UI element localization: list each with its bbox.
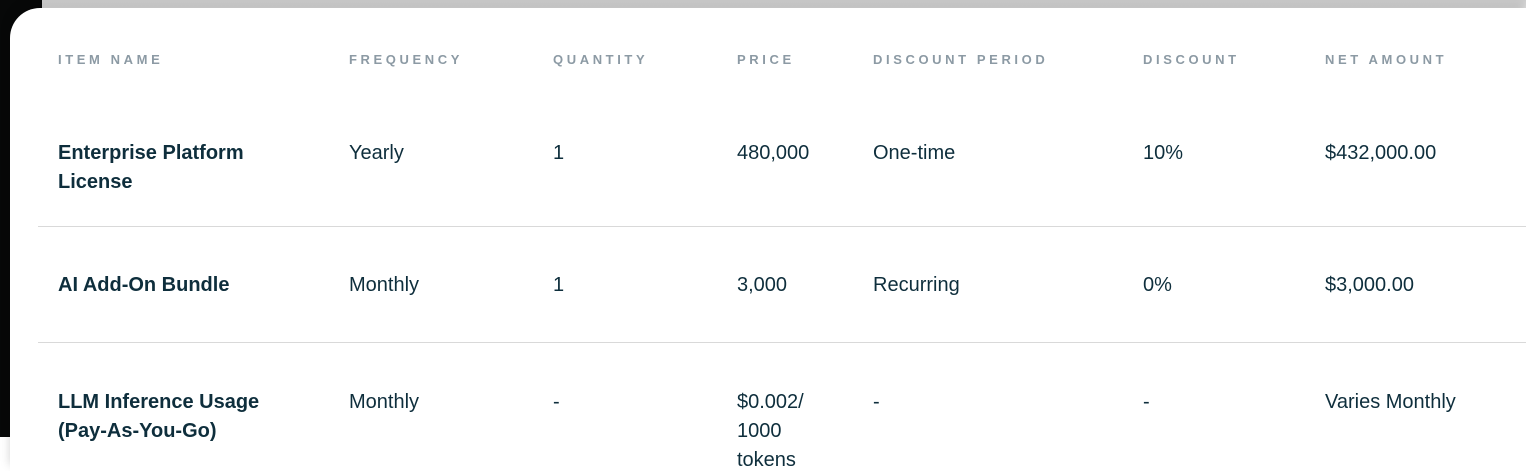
cell-item-name: LLM Inference Usage (Pay-As-You-Go) xyxy=(58,391,260,442)
cell-item-name: AI Add-On Bundle xyxy=(58,274,230,296)
cell-frequency: Monthly xyxy=(349,274,420,296)
table-row-enterprise-platform-license: Enterprise Platform License Yearly 1 480… xyxy=(10,67,1526,226)
table-header-row: ITEM NAME FREQUENCY QUANTITY PRICE DISCO… xyxy=(10,8,1526,67)
cell-quantity: 1 xyxy=(553,142,565,164)
cell-discount-period: One-time xyxy=(873,142,956,164)
cell-frequency: Monthly xyxy=(349,391,420,413)
cell-discount: - xyxy=(1143,391,1150,413)
cell-net-amount: $432,000.00 xyxy=(1325,142,1437,164)
cell-item-name: Enterprise Platform License xyxy=(58,142,244,193)
row-divider xyxy=(38,342,1526,343)
cell-discount: 0% xyxy=(1143,274,1172,296)
header-cell-discount-period: DISCOUNT PERIOD xyxy=(873,52,1049,67)
table-row-ai-add-on-bundle: AI Add-On Bundle Monthly 1 3,000 Recurri… xyxy=(10,227,1526,342)
cell-quantity: - xyxy=(553,391,560,413)
cell-price: 480,000 xyxy=(737,142,810,164)
cell-quantity: 1 xyxy=(553,274,565,296)
table-row-llm-inference-usage: LLM Inference Usage (Pay-As-You-Go) Mont… xyxy=(10,343,1526,471)
header-cell-quantity: QUANTITY xyxy=(553,52,649,67)
cell-price: 3,000 xyxy=(737,274,788,296)
cell-discount-period: Recurring xyxy=(873,274,960,296)
cell-frequency: Yearly xyxy=(349,142,404,164)
header-cell-net-amount: NET AMOUNT xyxy=(1325,52,1448,67)
cell-discount-period: - xyxy=(873,391,880,413)
cell-discount: 10% xyxy=(1143,142,1184,164)
header-cell-item-name: ITEM NAME xyxy=(58,52,164,67)
row-divider xyxy=(38,226,1526,227)
cell-price: $0.002/ 1000 tokens xyxy=(737,391,804,471)
header-cell-price: PRICE xyxy=(737,52,795,67)
cell-net-amount: Varies Monthly xyxy=(1325,391,1456,413)
pricing-table-card: ITEM NAME FREQUENCY QUANTITY PRICE DISCO… xyxy=(10,8,1526,471)
header-cell-discount: DISCOUNT xyxy=(1143,52,1240,67)
header-cell-frequency: FREQUENCY xyxy=(349,52,464,67)
cell-net-amount: $3,000.00 xyxy=(1325,274,1414,296)
